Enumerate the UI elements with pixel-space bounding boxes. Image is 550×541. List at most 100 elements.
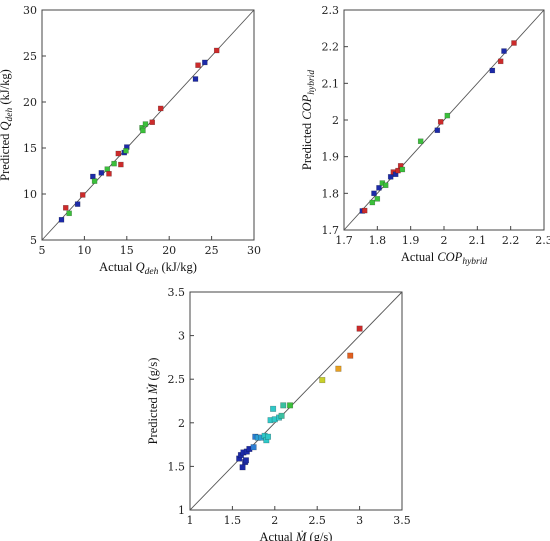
data-point — [195, 62, 201, 68]
y-tick-label: 30 — [23, 4, 37, 17]
y-tick-label: 15 — [23, 142, 37, 155]
mass-x-axis-label-sym: Ṁ — [295, 530, 307, 541]
qdeh-parity-chart: 5 10 15 20 25 30 5 10 15 20 25 30 Actual Qdeh (kJ/kg… — [0, 4, 261, 277]
y-tick-label: 1.8 — [322, 187, 340, 200]
data-point — [149, 119, 155, 125]
data-point — [104, 166, 111, 172]
y-tick-label: 2 — [178, 417, 185, 430]
qdeh-y-axis-label-sym: Q — [0, 121, 12, 130]
qdeh-y-axis-label-post: (kJ/kg) — [0, 69, 12, 108]
x-tick-label: 20 — [162, 244, 176, 257]
data-point — [382, 182, 389, 189]
data-point — [79, 192, 86, 198]
qdeh-y-axis-label-sub: deh — [5, 107, 15, 121]
cop-x-axis-label-pre: Actual — [401, 250, 437, 264]
y-tick-label: 25 — [23, 50, 37, 63]
data-point — [242, 457, 249, 464]
mass-x-axis-label-post: (g/s) — [306, 530, 332, 541]
y-tick-label: 1.5 — [168, 460, 186, 473]
x-tick-label: 15 — [120, 244, 134, 257]
data-point — [74, 201, 81, 207]
data-point — [66, 210, 72, 217]
data-point — [511, 40, 517, 46]
mass-x-axis-label: Actual Ṁ (g/s) — [260, 530, 333, 541]
data-point — [239, 464, 246, 471]
parity-line — [343, 9, 545, 231]
data-point — [140, 127, 146, 134]
cop-x-axis-label-sub: hybrid — [462, 257, 487, 267]
mass-plot-frame — [189, 291, 403, 511]
x-tick-label: 10 — [77, 244, 91, 257]
data-point — [98, 170, 105, 176]
y-tick-label: 2.2 — [322, 41, 340, 54]
mass-y-axis-label-post: (g/s) — [146, 358, 160, 384]
mass-y-axis-label-pre: Predicted — [146, 394, 160, 444]
qdeh-y-axis-label-pre: Predicted — [0, 130, 12, 180]
x-tick-label: 25 — [205, 244, 219, 257]
data-point — [192, 76, 199, 82]
data-point — [123, 148, 129, 154]
qdeh-x-axis-label-sub: deh — [145, 267, 159, 277]
data-point — [280, 402, 287, 409]
y-tick-label: 1.9 — [322, 151, 340, 164]
data-point — [399, 166, 406, 173]
data-point — [142, 121, 149, 127]
data-point — [202, 59, 208, 66]
mass-x-axis-label-pre: Actual — [260, 530, 296, 541]
data-point — [319, 377, 326, 384]
data-point — [90, 173, 96, 180]
data-point — [58, 217, 65, 223]
data-point — [434, 127, 441, 134]
x-tick-label: 3.5 — [393, 514, 411, 527]
parity-line — [189, 291, 403, 511]
data-point — [287, 402, 294, 409]
data-point — [369, 199, 376, 206]
cop-x-axis-label-sym: COP — [437, 250, 462, 264]
data-point — [489, 67, 496, 74]
y-tick-label: 2 — [332, 114, 339, 127]
cop-y-axis-label-sub: hybrid — [307, 70, 317, 95]
y-tick-label: 5 — [30, 234, 37, 247]
x-tick-label: 1.8 — [369, 234, 387, 247]
x-tick-label: 1.9 — [402, 234, 420, 247]
y-tick-label: 3.5 — [168, 286, 186, 299]
data-point — [347, 352, 354, 359]
mass-y-axis-label-sym: Ṁ — [146, 383, 160, 395]
data-point — [335, 365, 342, 372]
cop-x-axis-label: Actual COPhybrid — [401, 250, 488, 267]
data-point — [376, 185, 382, 191]
data-point — [501, 48, 507, 54]
data-point — [118, 161, 124, 168]
y-tick-label: 2.3 — [322, 4, 340, 17]
data-point — [265, 433, 272, 440]
data-point — [106, 171, 112, 177]
y-tick-label: 3 — [178, 330, 185, 343]
qdeh-x-axis-label-post: (kJ/kg) — [158, 260, 197, 274]
data-point — [270, 405, 277, 412]
data-point — [374, 196, 381, 202]
data-point — [361, 207, 368, 214]
cop-y-axis-label-sym: COP — [300, 94, 314, 119]
qdeh-x-axis-label-pre: Actual — [99, 260, 135, 274]
data-point — [417, 138, 424, 145]
data-point — [91, 178, 98, 184]
x-tick-label: 2.5 — [308, 514, 326, 527]
data-point — [278, 412, 285, 419]
cop-hybrid-parity-chart: 1.7 1.8 1.9 2 2.1 2.2 2.3 1.7 1.8 1.9 2 2.1 2.2 2.3 Ac… — [300, 4, 550, 267]
mass-y-axis-label: Predicted Ṁ (g/s) — [146, 358, 160, 445]
data-point — [115, 150, 122, 157]
x-tick-label: 2.2 — [502, 234, 520, 247]
data-point — [62, 205, 69, 211]
data-point — [371, 190, 377, 197]
y-tick-label: 2.5 — [168, 373, 186, 386]
x-tick-label: 30 — [247, 244, 261, 257]
cop-y-axis-label: Predicted COPhybrid — [300, 70, 317, 170]
cop-y-axis-label-pre: Predicted — [300, 120, 314, 170]
data-point — [111, 160, 117, 167]
data-point — [497, 58, 504, 65]
qdeh-plot-frame — [41, 9, 255, 241]
x-tick-label: 2 — [441, 234, 448, 247]
data-point — [356, 325, 363, 332]
qdeh-x-axis-label: Actual Qdeh (kJ/kg) — [99, 260, 197, 277]
